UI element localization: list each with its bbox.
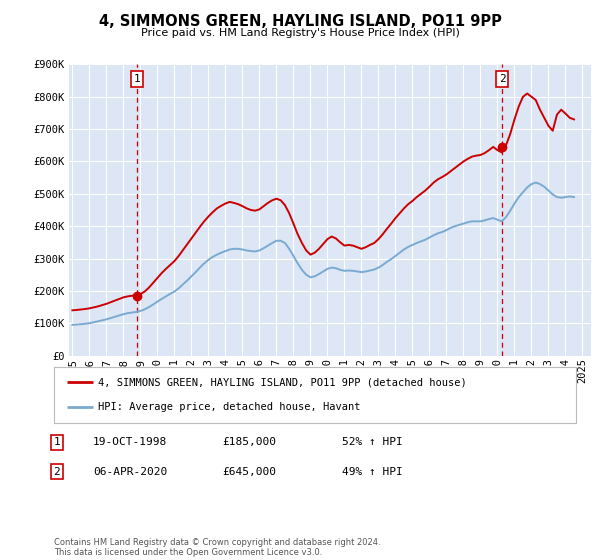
Text: 1: 1 bbox=[134, 74, 140, 84]
Text: 4, SIMMONS GREEN, HAYLING ISLAND, PO11 9PP (detached house): 4, SIMMONS GREEN, HAYLING ISLAND, PO11 9… bbox=[98, 377, 467, 388]
Text: 2: 2 bbox=[53, 466, 61, 477]
Text: 06-APR-2020: 06-APR-2020 bbox=[93, 466, 167, 477]
Text: £185,000: £185,000 bbox=[222, 437, 276, 447]
Text: 2: 2 bbox=[499, 74, 505, 84]
Text: 52% ↑ HPI: 52% ↑ HPI bbox=[342, 437, 403, 447]
Text: £645,000: £645,000 bbox=[222, 466, 276, 477]
Text: Price paid vs. HM Land Registry's House Price Index (HPI): Price paid vs. HM Land Registry's House … bbox=[140, 28, 460, 38]
Text: HPI: Average price, detached house, Havant: HPI: Average price, detached house, Hava… bbox=[98, 402, 361, 412]
Text: 19-OCT-1998: 19-OCT-1998 bbox=[93, 437, 167, 447]
Text: 49% ↑ HPI: 49% ↑ HPI bbox=[342, 466, 403, 477]
Text: Contains HM Land Registry data © Crown copyright and database right 2024.
This d: Contains HM Land Registry data © Crown c… bbox=[54, 538, 380, 557]
Text: 1: 1 bbox=[53, 437, 61, 447]
Text: 4, SIMMONS GREEN, HAYLING ISLAND, PO11 9PP: 4, SIMMONS GREEN, HAYLING ISLAND, PO11 9… bbox=[98, 14, 502, 29]
